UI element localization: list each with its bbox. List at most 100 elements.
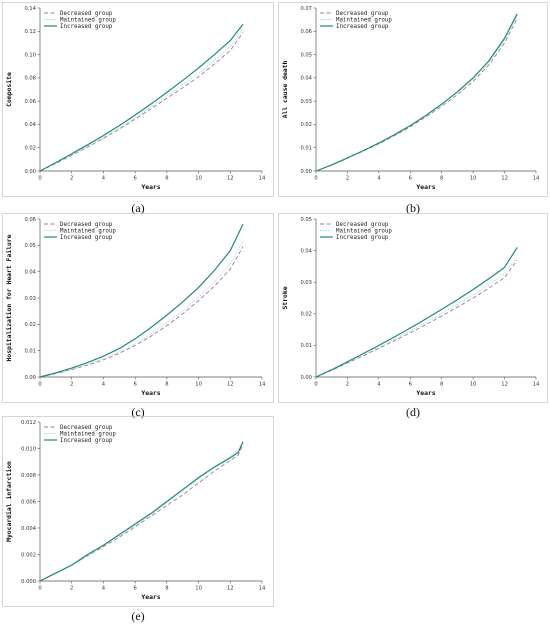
- legend-label-increased: Increased group: [60, 438, 113, 444]
- series-line-increased: [39, 441, 244, 582]
- y-tick-label: 0.04: [300, 248, 312, 254]
- x-tick-label: 12: [501, 176, 508, 182]
- y-tick-label: 0.01: [300, 343, 312, 349]
- chart-panel-d: 0 2 4 6 8 10 12 14 0.00 0.01 0.02 0.03 0.04 0.05 Years…: [278, 213, 548, 403]
- x-axis-title: Years: [141, 183, 160, 191]
- y-tick-label: 0.00: [300, 169, 312, 175]
- x-tick-label: 2: [346, 382, 349, 388]
- y-tick-label: 0.06: [300, 29, 312, 35]
- legend-label-maintained: Maintained group: [336, 229, 392, 235]
- y-tick-label: 0.002: [21, 552, 36, 558]
- y-tick-label: 0.012: [21, 420, 36, 426]
- y-tick-label: 0.02: [300, 122, 312, 128]
- x-tick-label: 10: [470, 176, 477, 182]
- legend-label-maintained: Maintained group: [60, 229, 116, 235]
- y-tick-label: 0.010: [21, 446, 36, 452]
- y-tick-label: 0.05: [24, 243, 36, 249]
- x-tick-label: 6: [133, 382, 136, 388]
- x-tick-label: 8: [165, 586, 168, 592]
- y-axis-title: Composite: [5, 72, 13, 107]
- y-tick-label: 0.04: [24, 269, 36, 275]
- y-tick-label: 0.03: [300, 99, 312, 105]
- x-tick-label: 6: [133, 586, 136, 592]
- x-tick-label: 14: [533, 176, 540, 182]
- x-tick-label: 4: [377, 176, 381, 182]
- chart-myocardial-infarction: 0 2 4 6 8 10 12 14 0.000 0.002 0.004 0.006 0.008 0.01…: [2, 416, 274, 607]
- x-tick-label: 6: [409, 176, 412, 182]
- y-tick-label: 0.07: [300, 6, 312, 12]
- series-line-increased: [315, 13, 518, 172]
- x-tick-label: 10: [195, 382, 202, 388]
- y-tick-label: 0.10: [24, 52, 36, 58]
- y-tick-label: 0.008: [21, 473, 36, 479]
- x-axis-title: Years: [416, 183, 435, 191]
- x-tick-label: 4: [102, 382, 106, 388]
- x-tick-label: 12: [501, 382, 508, 388]
- y-tick-label: 0.12: [24, 29, 36, 35]
- legend-label-maintained: Maintained group: [336, 18, 392, 24]
- x-tick-label: 0: [314, 176, 317, 182]
- x-axis-title: Years: [141, 389, 160, 397]
- x-tick-label: 8: [440, 176, 443, 182]
- legend-label-maintained: Maintained group: [60, 432, 116, 438]
- series-line-decreased: [39, 444, 244, 582]
- y-tick-label: 0.08: [24, 76, 36, 82]
- y-tick-label: 0.01: [24, 348, 36, 354]
- y-tick-label: 0.03: [300, 280, 312, 286]
- x-tick-label: 0: [38, 176, 41, 182]
- legend-label-decreased: Decreased group: [336, 11, 389, 17]
- caption-e: (e): [131, 609, 145, 623]
- x-tick-label: 2: [70, 586, 73, 592]
- y-axis-title: All cause death: [281, 60, 289, 118]
- chart-border: [2, 416, 274, 607]
- y-tick-label: 0.05: [300, 52, 312, 58]
- x-tick-label: 8: [165, 176, 168, 182]
- x-tick-label: 2: [70, 382, 73, 388]
- x-tick-label: 10: [195, 586, 202, 592]
- series-line-decreased: [315, 18, 518, 172]
- chart-border: [2, 213, 274, 403]
- y-tick-label: 0.00: [300, 375, 312, 381]
- y-tick-label: 0.06: [24, 99, 36, 105]
- series-line-maintained: [39, 440, 244, 582]
- y-tick-label: 0.00: [24, 375, 36, 381]
- y-tick-label: 0.06: [24, 217, 36, 223]
- series-line-decreased: [315, 259, 518, 378]
- x-tick-label: 4: [102, 586, 106, 592]
- y-tick-label: 0.14: [24, 6, 36, 12]
- y-tick-label: 0.000: [21, 579, 36, 585]
- series-line-maintained: [39, 241, 244, 378]
- y-tick-label: 0.02: [24, 322, 36, 328]
- caption-c: (c): [131, 405, 145, 419]
- legend-label-decreased: Decreased group: [60, 425, 113, 431]
- x-tick-label: 4: [102, 176, 106, 182]
- y-tick-label: 0.02: [24, 146, 36, 152]
- legend-label-increased: Increased group: [60, 235, 113, 241]
- x-tick-label: 2: [70, 176, 73, 182]
- x-tick-label: 8: [440, 382, 443, 388]
- legend-label-decreased: Decreased group: [60, 222, 113, 228]
- x-tick-label: 8: [165, 382, 168, 388]
- legend-label-decreased: Decreased group: [60, 11, 113, 17]
- x-tick-label: 4: [377, 382, 381, 388]
- series-line-maintained: [315, 15, 518, 172]
- x-tick-label: 10: [470, 382, 477, 388]
- x-tick-label: 10: [195, 176, 202, 182]
- series-line-increased: [39, 23, 244, 172]
- x-tick-label: 12: [227, 382, 234, 388]
- series-line-decreased: [39, 246, 244, 378]
- x-axis-title: Years: [416, 389, 435, 397]
- caption-a: (a): [131, 201, 145, 215]
- y-axis-title: Hospitalization for Heart Failure: [5, 234, 13, 361]
- y-tick-label: 0.03: [24, 296, 36, 302]
- x-tick-label: 6: [133, 176, 136, 182]
- legend-label-increased: Increased group: [60, 24, 113, 30]
- chart-panel-b: 0 2 4 6 8 10 12 14 0.00 0.01 0.02 0.03 0.04 0.05 0.06 0…: [278, 2, 548, 197]
- x-tick-label: 12: [227, 176, 234, 182]
- y-axis-title: Myocardial infarction: [5, 461, 13, 542]
- x-tick-label: 12: [227, 586, 234, 592]
- y-axis-title: Stroke: [281, 286, 289, 309]
- x-tick-label: 2: [346, 176, 349, 182]
- x-tick-label: 0: [38, 586, 41, 592]
- chart-panel-c: 0 2 4 6 8 10 12 14 0.00 0.01 0.02 0.03 0.04 0.05 0.06 Y…: [2, 213, 274, 403]
